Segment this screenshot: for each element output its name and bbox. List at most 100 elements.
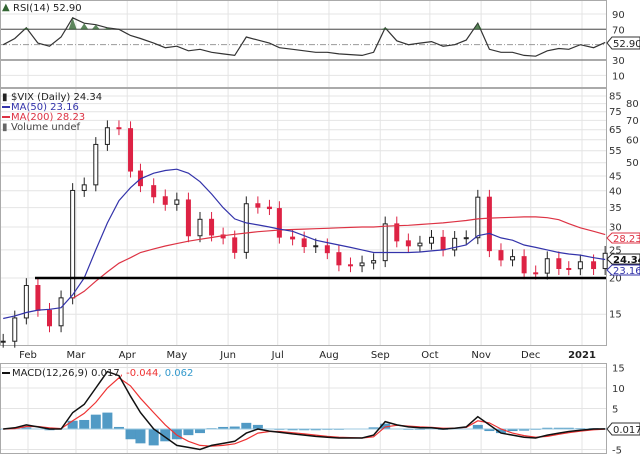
rsi-icon: ▲ [2,2,10,13]
price-tick-label: 40 [609,186,622,197]
candle-body [544,258,550,274]
ma50-line [3,168,606,320]
rsi-tick-label: 90 [612,10,625,21]
rsi-panel-frame [0,0,607,88]
candle-body [104,127,110,145]
price-legend: ▮ $VIX (Daily) 24.34 MA(50) 23.16 MA(200… [2,92,102,133]
macd-histogram-bar [484,429,495,432]
rsi-value-tag: 52.90 [606,36,640,50]
macd-tick-label: 10 [612,384,625,395]
price-tick-label: 80 [626,99,639,110]
month-label: Jul [271,350,284,361]
macd-histogram-bar [194,429,205,434]
rsi-overbought-fill [473,23,482,30]
rsi-legend: ▲ RSI(14) 52.90 [2,2,82,14]
price-tick-label: 50 [626,158,639,169]
candle-body [475,196,481,239]
month-label: Jun [219,350,236,361]
price-tick-label: 20 [609,274,622,285]
macd-tag-text: 0.017 [613,425,640,436]
rsi-label: RSI(14) [13,3,50,14]
price-tick-label: 45 [609,171,622,182]
candle-body [602,252,608,270]
svg-text:MACD(12,26,9) 0.017, -0.044, 0: MACD(12,26,9) 0.017, -0.044, 0.062 [12,368,193,379]
macd-histogram-bar [495,429,506,434]
macd-legend: MACD(12,26,9) 0.017, -0.044, 0.062 [2,368,193,379]
signal-value: -0.044 [126,368,158,379]
candle-body [359,262,365,267]
macd-histogram-bar [310,429,321,431]
candle-body [0,340,6,343]
candle-body [577,261,583,270]
macd-tick-label: 15 [612,364,625,375]
macd-histogram-bar [287,429,298,431]
candle-body [591,261,597,270]
rsi-overbought-fill [80,23,89,30]
candle-body [46,309,52,327]
ma50-tag-text: 23.16 [613,266,640,277]
macd-histogram-bar [368,427,379,429]
macd-histogram-bar [553,427,564,429]
month-label: Aug [319,350,339,361]
grid-lines [1,1,606,453]
macd-histogram-bar [160,429,171,442]
ma200-legend-swatch [2,116,10,118]
candle-body [128,128,134,172]
candle-body [58,297,64,327]
month-label: Apr [119,350,137,361]
price-panel-frame [0,88,607,346]
candle-body [521,256,527,274]
macd-tick-label: 5 [612,405,618,416]
hist-value: 0.062 [165,368,194,379]
candle-body [556,258,562,269]
rsi-overbought-fill [68,17,77,30]
candle-body [498,250,504,261]
month-label: 2021 [568,350,596,361]
candle-body [405,240,411,247]
macd-histogram-bar [542,427,553,429]
candle-body [371,260,377,264]
candle-body [35,285,41,311]
rsi-overbought-fill [103,27,112,30]
candle-body [452,237,458,251]
ma200-legend-label: MA(200) 28.23 [11,112,85,123]
macd-histogram-bar [67,420,78,429]
candle-body [255,203,261,208]
rsi-overbought-fill [22,27,31,30]
price-tick-label: 25 [609,245,622,256]
candle-icon: ▮ [2,92,8,103]
macd-value-tag: 0.017 [606,422,640,436]
price-tick-label: 15 [609,310,622,321]
candle-body [12,317,18,342]
candle-body [185,199,191,237]
macd-label: MACD(12,26,9) [12,368,88,379]
volume-icon: ▮ [2,122,8,133]
candle-body [116,127,122,130]
candle-body [533,272,539,275]
candle-body [232,237,238,253]
macd-histogram-bar [563,427,574,429]
rsi-value: 52.90 [53,3,82,14]
candle-body [162,196,168,205]
macd-histogram-bar [472,424,483,429]
signal-line [3,377,606,447]
macd-histogram-bar [252,424,263,429]
macd-histogram-bar [183,429,194,436]
rsi-tick-label: 30 [612,56,625,67]
macd-histogram-bar [148,429,159,446]
macd-histogram-bar [135,429,146,444]
candle-body [70,189,76,299]
month-label: Nov [471,350,491,361]
rsi-tick-label: 10 [612,71,625,82]
candle-body [209,218,215,236]
month-label: Oct [421,350,438,361]
macd-tick-label: -5 [612,446,622,454]
candle-body [243,203,249,253]
macd-legend-swatch [2,372,10,374]
rsi-panel [1,17,606,61]
ma200-line [72,216,606,299]
price-tick-label: 55 [609,146,622,157]
candle-body [429,236,435,244]
macd-histogram-bar [79,419,90,429]
